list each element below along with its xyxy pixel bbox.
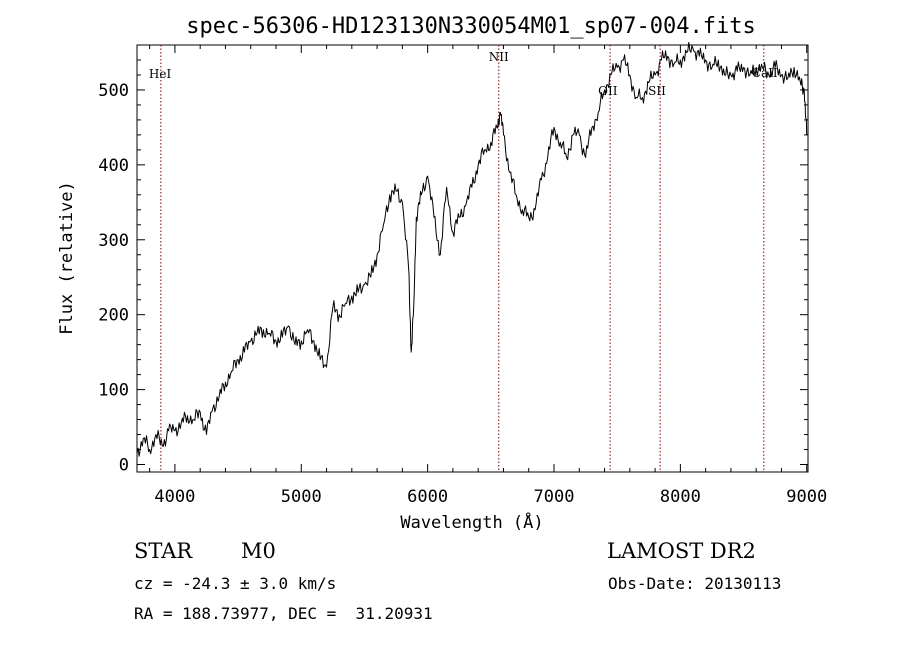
y-tick-label: 300 [98,231,129,251]
x-tick-label: 8000 [660,487,701,507]
y-tick-label: 200 [98,306,129,326]
x-tick-label: 9000 [786,487,827,507]
survey-label: LAMOST DR2 [607,539,756,563]
x-tick-label: 5000 [281,487,322,507]
y-tick-label: 0 [119,456,129,476]
object-subclass: M0 [241,539,276,563]
coordinates: RA = 188.73977, DEC = 31.20931 [134,604,433,623]
y-tick-label: 400 [98,156,129,176]
class-label: STAR [134,539,193,563]
x-tick-label: 4000 [154,487,195,507]
plot-frame [136,44,809,473]
x-tick-label: 7000 [534,487,575,507]
subclass-label: M0 [241,539,276,563]
line-label-nii: NII [489,50,509,64]
y-tick-label: 500 [98,81,129,101]
observation-date: Obs-Date: 20130113 [608,574,782,593]
line-label-hei: HeI [149,67,172,81]
survey-name: LAMOST DR2 [607,539,756,563]
x-tick-label: 6000 [407,487,448,507]
redshift-cz: cz = -24.3 ± 3.0 km/s [134,574,337,593]
spectrum-series-line [136,41,808,457]
x-axis-label: Wavelength (Å) [400,511,543,533]
object-class: STAR [134,539,192,563]
chart-title: spec-56306-HD123130N330054M01_sp07-004.f… [186,14,756,39]
y-axis-label: Flux (relative) [57,181,77,335]
y-tick-label: 100 [98,381,129,401]
line-label-sii: SII [648,84,666,98]
